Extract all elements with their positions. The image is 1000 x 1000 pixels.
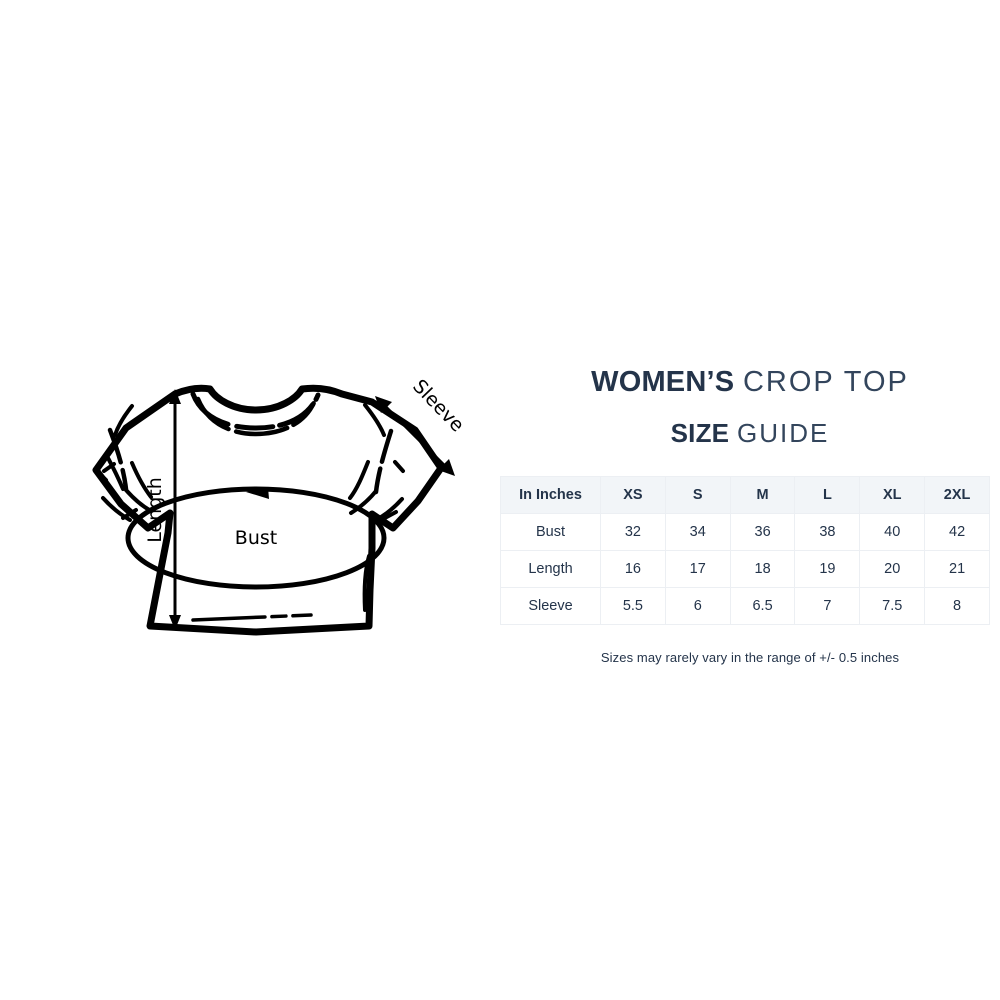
- cell-sleeve-l: 7: [794, 587, 861, 625]
- table-row: Sleeve 5.5 6 6.5 7 7.5 8: [500, 587, 990, 625]
- size-chart-head: In Inches XS S M L XL 2XL: [500, 476, 990, 514]
- cell-length-2xl: 21: [924, 550, 990, 588]
- page-subtitle: SIZE GUIDE: [500, 420, 1000, 446]
- table-col-header-s: S: [665, 476, 731, 514]
- page-title-light: CROP TOP: [742, 366, 909, 398]
- row-label-sleeve: Sleeve: [500, 587, 601, 625]
- cell-sleeve-xl: 7.5: [859, 587, 926, 625]
- crop-top-illustration: Length Bust Sleeve: [20, 358, 490, 653]
- table-col-header-l: L: [794, 476, 861, 514]
- illustration-label-bust: Bust: [235, 527, 277, 549]
- page-title-bold: WOMEN’S: [591, 366, 735, 398]
- cell-bust-xs: 32: [600, 513, 666, 551]
- cell-bust-xl: 40: [859, 513, 926, 551]
- size-chart-table: In Inches XS S M L XL 2XL Bust 32 34 36 …: [500, 476, 990, 625]
- illustration-label-sleeve: Sleeve: [408, 375, 468, 436]
- size-guide-panel: WOMEN’S CROP TOP SIZE GUIDE In Inches XS…: [500, 360, 1000, 665]
- page-title: WOMEN’S CROP TOP: [500, 368, 1000, 397]
- cell-bust-m: 36: [730, 513, 796, 551]
- table-row: Length 16 17 18 19 20 21: [500, 550, 990, 588]
- row-label-length: Length: [500, 550, 601, 588]
- cell-length-xl: 20: [859, 550, 926, 588]
- table-col-header-xl: XL: [859, 476, 926, 514]
- table-col-header-m: M: [730, 476, 796, 514]
- cell-length-xs: 16: [600, 550, 666, 588]
- cell-bust-s: 34: [665, 513, 731, 551]
- cell-length-m: 18: [730, 550, 796, 588]
- cell-bust-2xl: 42: [924, 513, 990, 551]
- table-col-header-2xl: 2XL: [924, 476, 990, 514]
- table-row: Bust 32 34 36 38 40 42: [500, 513, 990, 551]
- row-label-bust: Bust: [500, 513, 601, 551]
- illustration-label-length: Length: [144, 477, 166, 543]
- page-subtitle-bold: SIZE: [670, 418, 730, 448]
- table-col-header-xs: XS: [600, 476, 666, 514]
- page-subtitle-light: GUIDE: [737, 418, 830, 448]
- table-header-row: In Inches XS S M L XL 2XL: [500, 476, 990, 514]
- cell-sleeve-s: 6: [665, 587, 731, 625]
- cell-sleeve-xs: 5.5: [600, 587, 666, 625]
- cell-sleeve-2xl: 8: [953, 598, 962, 614]
- cell-length-l: 19: [794, 550, 861, 588]
- size-variance-note: Sizes may rarely vary in the range of +/…: [600, 650, 900, 665]
- cell-bust-l: 38: [794, 513, 861, 551]
- cell-sleeve-m: 6.5: [730, 587, 796, 625]
- table-corner-label: In Inches: [500, 476, 601, 514]
- size-chart-body: Bust 32 34 36 38 40 42 Length 16 17 18 1…: [500, 513, 990, 625]
- cell-length-s: 17: [665, 550, 731, 588]
